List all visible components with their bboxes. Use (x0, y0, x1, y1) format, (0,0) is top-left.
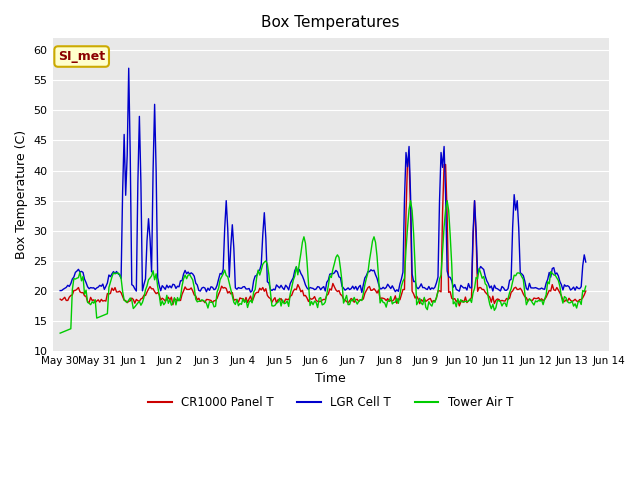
X-axis label: Time: Time (316, 372, 346, 384)
CR1000 Panel T (582, 288, 589, 294)
CR1000 Panel T (148, 286, 156, 292)
Title: Box Temperatures: Box Temperatures (261, 15, 400, 30)
CR1000 Panel T (534, 295, 542, 300)
LGR Cell T (497, 288, 504, 294)
CR1000 Panel T (56, 296, 64, 302)
CR1000 Panel T (207, 298, 215, 303)
Legend: CR1000 Panel T, LGR Cell T, Tower Air T: CR1000 Panel T, LGR Cell T, Tower Air T (143, 392, 518, 414)
LGR Cell T (534, 286, 542, 292)
LGR Cell T (358, 289, 365, 295)
LGR Cell T (125, 65, 132, 71)
Tower Air T (463, 299, 471, 304)
LGR Cell T (149, 167, 157, 173)
Tower Air T (56, 330, 64, 336)
CR1000 Panel T (495, 297, 503, 302)
LGR Cell T (465, 281, 472, 287)
Tower Air T (533, 299, 541, 305)
Tower Air T (407, 198, 415, 204)
Text: SI_met: SI_met (58, 50, 105, 63)
LGR Cell T (209, 285, 216, 290)
Tower Air T (148, 273, 156, 279)
Line: LGR Cell T: LGR Cell T (60, 68, 586, 292)
LGR Cell T (582, 259, 589, 265)
LGR Cell T (495, 287, 503, 293)
Tower Air T (582, 283, 589, 289)
LGR Cell T (56, 288, 64, 293)
CR1000 Panel T (497, 298, 504, 304)
CR1000 Panel T (405, 156, 413, 161)
CR1000 Panel T (465, 298, 472, 304)
Line: CR1000 Panel T: CR1000 Panel T (60, 158, 586, 306)
Y-axis label: Box Temperature (C): Box Temperature (C) (15, 130, 28, 259)
Line: Tower Air T: Tower Air T (60, 201, 586, 333)
CR1000 Panel T (456, 303, 463, 309)
Tower Air T (495, 298, 503, 303)
Tower Air T (207, 300, 215, 305)
Tower Air T (493, 298, 501, 304)
